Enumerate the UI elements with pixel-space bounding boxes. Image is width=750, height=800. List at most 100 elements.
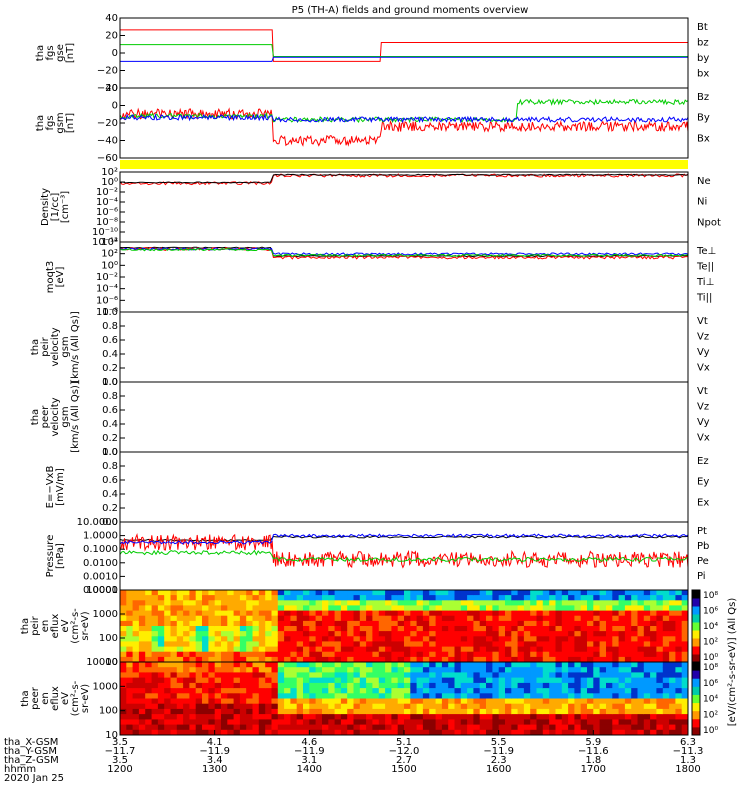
spectrogram-cell bbox=[675, 636, 683, 642]
spectrogram-cell bbox=[315, 631, 323, 637]
spectrogram-cell bbox=[441, 719, 449, 726]
spectrogram-cell bbox=[126, 667, 134, 673]
spectrogram-cell bbox=[492, 708, 500, 715]
spectrogram-cell bbox=[587, 595, 594, 601]
legend-Ez: Ez bbox=[697, 456, 709, 467]
spectrogram-cell bbox=[397, 714, 405, 720]
spectrogram-cell bbox=[599, 610, 607, 617]
spectrogram-cell bbox=[284, 724, 291, 731]
spectrogram-cell bbox=[303, 693, 310, 699]
spectrogram-cell bbox=[536, 651, 544, 658]
spectrogram-cell bbox=[435, 698, 443, 705]
spectrogram-cell bbox=[618, 714, 626, 720]
spectrogram-cell bbox=[435, 610, 443, 617]
spectrogram-cell bbox=[265, 600, 272, 606]
legend-Pi: Pi bbox=[697, 571, 706, 582]
spectrogram-cell bbox=[662, 688, 670, 694]
spectrogram-cell bbox=[296, 667, 304, 673]
spectrogram-cell bbox=[290, 708, 298, 715]
spectrogram-cell bbox=[448, 595, 455, 601]
spectrogram-cell bbox=[631, 610, 638, 617]
spectrogram-cell bbox=[151, 693, 159, 699]
spectrogram-cell bbox=[492, 626, 500, 632]
spectrogram-cell bbox=[366, 620, 373, 627]
spectrogram-cell bbox=[656, 615, 664, 622]
spectrogram-cell bbox=[498, 631, 506, 637]
colorbar-segment bbox=[692, 630, 700, 639]
spectrogram-cell bbox=[340, 636, 348, 642]
spectrogram-cell bbox=[498, 703, 506, 710]
spectrogram-cell bbox=[145, 626, 152, 632]
y-tick-label: −20 bbox=[97, 118, 118, 129]
spectrogram-cell bbox=[441, 677, 449, 684]
spectrogram-cell bbox=[334, 620, 342, 627]
spectrogram-cell bbox=[233, 708, 241, 715]
spectrogram-cell bbox=[372, 595, 380, 601]
spectrogram-cell bbox=[549, 631, 556, 637]
spectrogram-cell bbox=[410, 600, 418, 606]
y-tick-label: 100 bbox=[99, 706, 118, 717]
colorbar-tick: 10² bbox=[703, 638, 718, 648]
spectrogram-cell bbox=[214, 714, 222, 720]
spectrogram-cell bbox=[669, 631, 676, 637]
spectrogram-cell bbox=[258, 595, 266, 601]
spectrogram-cell bbox=[151, 729, 159, 736]
spectrogram-cell bbox=[145, 656, 152, 663]
spectrogram-cell bbox=[315, 656, 323, 663]
spectrogram-cell bbox=[378, 708, 386, 715]
spectrogram-cell bbox=[467, 651, 474, 658]
spectrogram-cell bbox=[467, 636, 474, 642]
spectrogram-cell bbox=[221, 615, 228, 622]
spectrogram-cell bbox=[296, 719, 304, 726]
spectrogram-cell bbox=[561, 610, 569, 617]
spectrogram-cell bbox=[486, 693, 493, 699]
spectrogram-cell bbox=[303, 600, 310, 606]
spectrogram-cell bbox=[170, 641, 178, 647]
spectrogram-cell bbox=[208, 703, 216, 710]
spectrogram-cell bbox=[132, 693, 140, 699]
spectrogram-cell bbox=[523, 600, 531, 606]
spectrogram-cell bbox=[233, 682, 241, 689]
spectrogram-cell bbox=[523, 651, 531, 658]
spectrogram-cell bbox=[536, 615, 544, 622]
spectrogram-cell bbox=[202, 615, 209, 622]
y-tick-label: 0.2 bbox=[102, 363, 118, 374]
spectrogram-cell bbox=[410, 651, 418, 658]
spectrogram-cell bbox=[656, 677, 664, 684]
spectrogram-cell bbox=[422, 595, 430, 601]
spectrogram-cell bbox=[252, 615, 260, 622]
spectrogram-cell bbox=[202, 641, 209, 647]
spectrogram-cell bbox=[132, 631, 140, 637]
spectrogram-cell bbox=[359, 662, 367, 668]
spectrogram-cell bbox=[523, 724, 531, 731]
spectrogram-cell bbox=[486, 714, 493, 720]
spectrogram-cell bbox=[359, 703, 367, 710]
spectrogram-cell bbox=[328, 667, 336, 673]
spectrogram-cell bbox=[441, 651, 449, 658]
spectrogram-cell bbox=[555, 605, 563, 611]
spectrogram-cell bbox=[296, 641, 304, 647]
spectrogram-cell bbox=[208, 651, 216, 658]
legend-Ey: Ey bbox=[697, 477, 709, 488]
spectrogram-cell bbox=[473, 631, 481, 637]
spectrogram-cell bbox=[650, 605, 657, 611]
spectrogram-cell bbox=[366, 677, 373, 684]
spectrogram-cell bbox=[233, 610, 241, 617]
spectrogram-cell bbox=[132, 651, 140, 658]
spectrogram-cell bbox=[208, 672, 216, 679]
spectrogram-cell bbox=[650, 595, 657, 601]
spectrogram-cell bbox=[385, 641, 392, 647]
spectrogram-cell bbox=[258, 667, 266, 673]
spectrogram-cell bbox=[637, 672, 645, 679]
spectrogram-cell bbox=[151, 646, 159, 653]
spectrogram-cell bbox=[429, 615, 436, 622]
spectrogram-cell bbox=[277, 703, 285, 710]
spectrogram-cell bbox=[435, 605, 443, 611]
spectrogram-cell bbox=[378, 615, 386, 622]
spectrogram-cell bbox=[271, 595, 279, 601]
spectrogram-cell bbox=[574, 708, 582, 715]
spectrogram-cell bbox=[631, 688, 638, 694]
spectrogram-cell bbox=[549, 714, 556, 720]
spectrogram-cell bbox=[221, 656, 228, 663]
